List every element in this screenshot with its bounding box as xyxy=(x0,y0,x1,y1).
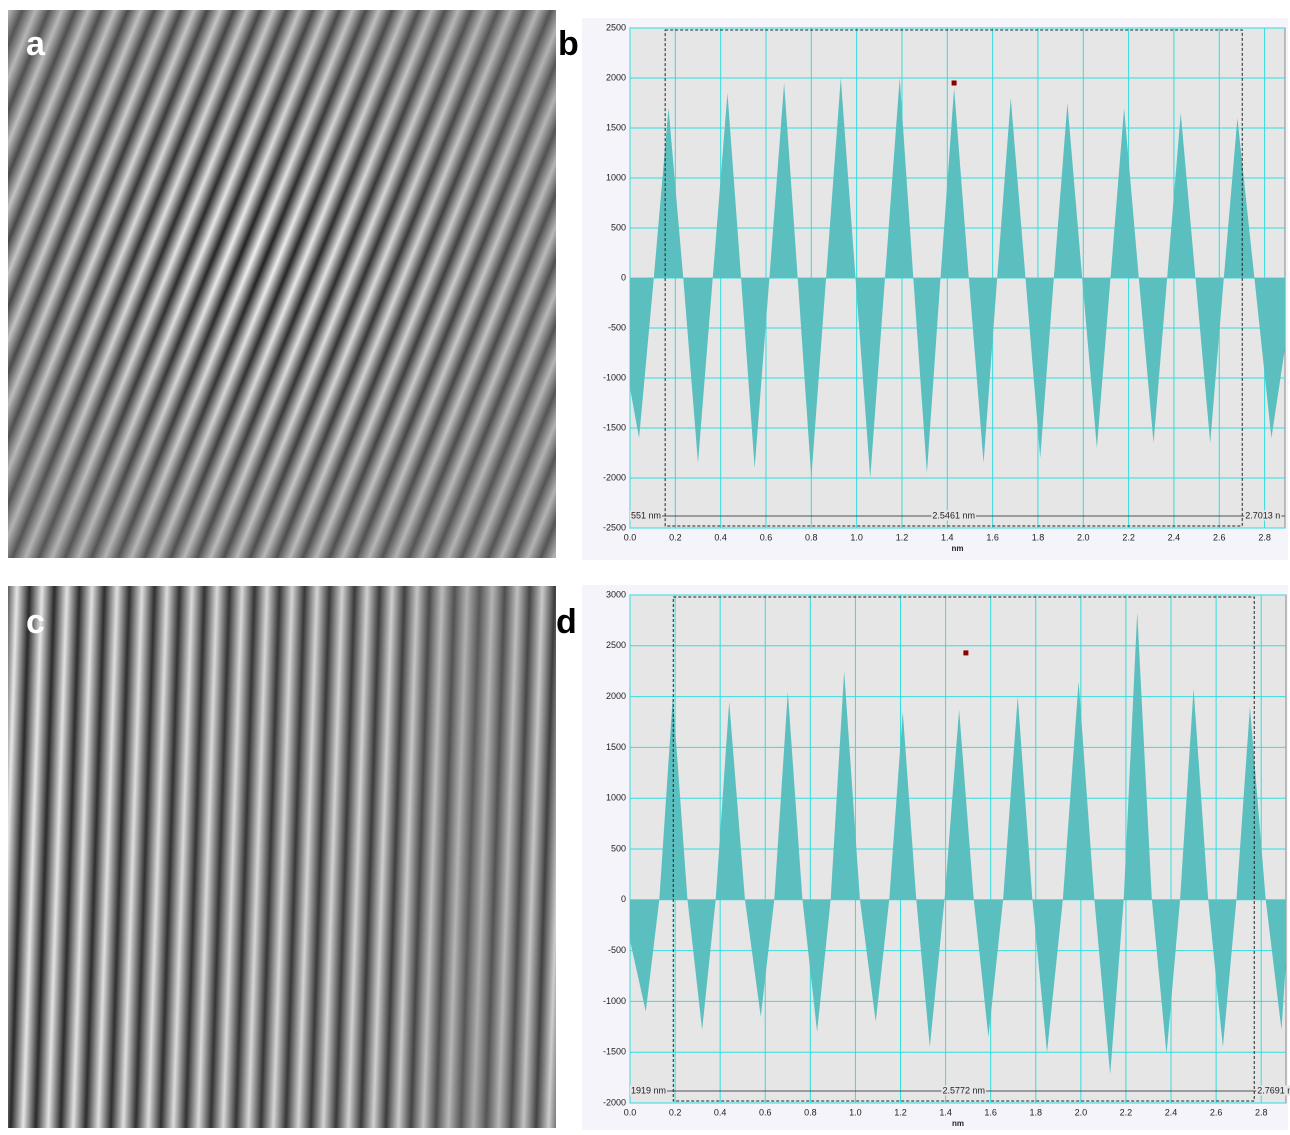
x-tick-label: 1.0 xyxy=(849,1107,862,1117)
x-tick-label: 2.0 xyxy=(1077,532,1090,542)
x-tick-label: 1.2 xyxy=(894,1107,907,1117)
x-tick-label: 0.6 xyxy=(759,1107,772,1117)
x-tick-label: 1.6 xyxy=(984,1107,997,1117)
panel-label: b xyxy=(558,25,579,63)
y-tick-label: -2500 xyxy=(603,522,626,532)
x-tick-label: 0.0 xyxy=(624,1107,637,1117)
measure-label: 2.5461 nm xyxy=(932,510,975,520)
y-tick-label: 2000 xyxy=(606,691,626,701)
x-tick-label: 1.8 xyxy=(1030,1107,1043,1117)
x-tick-label: 2.4 xyxy=(1168,532,1181,542)
label-bg xyxy=(630,1085,668,1096)
label-bg xyxy=(931,510,976,521)
y-tick-label: -500 xyxy=(608,322,626,332)
y-tick-label: 2500 xyxy=(606,640,626,650)
x-tick-label: 0.6 xyxy=(760,532,773,542)
cursor-box xyxy=(672,596,1255,1102)
charts: -2500 -2000 -1500 -1000 -500 0 500 1000 1500 2000… xyxy=(582,18,1290,1135)
x-tick-label: 2.4 xyxy=(1165,1107,1178,1117)
measure-label: 551 nm xyxy=(631,510,661,520)
x-tick-label: 1.2 xyxy=(896,532,909,542)
x-tick-label: 1.4 xyxy=(939,1107,952,1117)
panel-label: c xyxy=(26,603,45,641)
y-tick-label: 0 xyxy=(621,894,626,904)
x-tick-label: 2.6 xyxy=(1213,532,1226,542)
x-tick-label: 2.6 xyxy=(1210,1107,1223,1117)
marker xyxy=(951,80,957,86)
x-tick-label: 0.8 xyxy=(804,1107,817,1117)
x-tick-label: 2.8 xyxy=(1258,532,1271,542)
x-tick-label: 0.0 xyxy=(624,532,637,542)
measure-label: 2.7691 nm xyxy=(1257,1085,1290,1095)
y-tick-label: 500 xyxy=(611,222,626,232)
label-bg xyxy=(1244,510,1282,521)
y-tick-label: 3000 xyxy=(606,589,626,599)
measure-label: 1919 nm xyxy=(631,1085,666,1095)
label-bg xyxy=(941,1085,987,1096)
y-tick-label: 0 xyxy=(621,272,626,282)
y-tick-label: -1000 xyxy=(603,996,626,1006)
y-tick-label: 2500 xyxy=(606,22,626,32)
label-bg xyxy=(630,510,663,521)
x-tick-label: 0.8 xyxy=(805,532,818,542)
x-tick-label: 2.0 xyxy=(1075,1107,1088,1117)
marker xyxy=(963,650,969,656)
x-tick-label: 0.2 xyxy=(669,1107,682,1117)
profile-area xyxy=(630,612,1286,1075)
y-tick-label: 2000 xyxy=(606,72,626,82)
x-tick-label: 2.2 xyxy=(1122,532,1135,542)
y-tick-label: -500 xyxy=(608,945,626,955)
y-tick-label: 500 xyxy=(611,843,626,853)
x-tick-label: 0.2 xyxy=(669,532,682,542)
y-tick-label: -2000 xyxy=(603,1097,626,1107)
x-axis-label: nm xyxy=(952,1119,964,1128)
x-tick-label: 2.8 xyxy=(1255,1107,1268,1117)
x-tick-label: 1.4 xyxy=(941,532,954,542)
image-shading xyxy=(8,10,556,558)
x-tick-label: 0.4 xyxy=(714,532,727,542)
y-tick-label: 1500 xyxy=(606,122,626,132)
panel-label: a xyxy=(26,25,46,63)
y-tick-label: -1500 xyxy=(603,422,626,432)
label-bg xyxy=(1256,1085,1290,1096)
image-shading xyxy=(8,586,556,1128)
profile-area xyxy=(630,78,1285,478)
x-axis-label: nm xyxy=(952,544,964,553)
y-tick-label: 1000 xyxy=(606,172,626,182)
x-tick-label: 1.8 xyxy=(1032,532,1045,542)
x-tick-label: 1.0 xyxy=(850,532,863,542)
y-tick-label: -1000 xyxy=(603,372,626,382)
x-tick-label: 0.4 xyxy=(714,1107,727,1117)
y-tick-label: 1500 xyxy=(606,742,626,752)
measure-label: 2.7013 n xyxy=(1245,510,1280,520)
x-tick-label: 2.2 xyxy=(1120,1107,1133,1117)
measure-label: 2.5772 nm xyxy=(942,1085,985,1095)
cursor-box xyxy=(664,29,1243,527)
y-tick-label: -1500 xyxy=(603,1047,626,1057)
y-tick-label: 1000 xyxy=(606,793,626,803)
panel-label: d xyxy=(556,603,577,641)
y-tick-label: -2000 xyxy=(603,472,626,482)
x-tick-label: 1.6 xyxy=(986,532,999,542)
